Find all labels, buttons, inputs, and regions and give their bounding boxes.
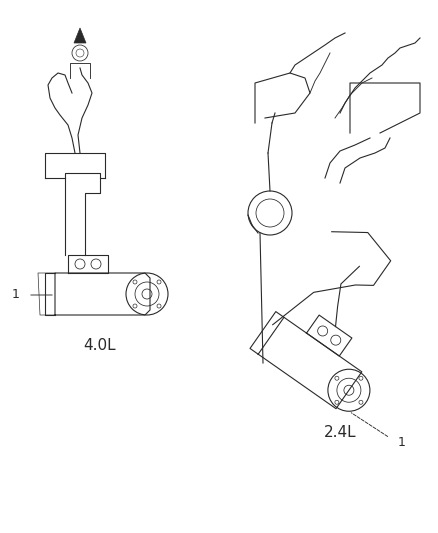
- Text: 1: 1: [12, 288, 20, 302]
- Text: 4.0L: 4.0L: [84, 338, 117, 353]
- Text: 1: 1: [398, 437, 406, 449]
- Text: 2.4L: 2.4L: [324, 425, 356, 440]
- Polygon shape: [74, 28, 86, 43]
